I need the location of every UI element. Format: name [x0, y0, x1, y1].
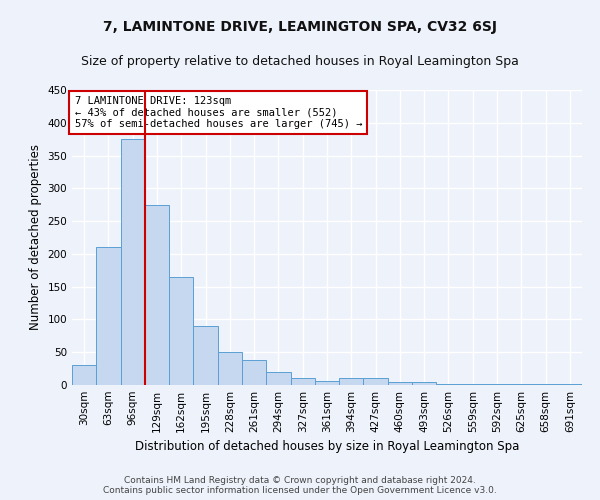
Bar — [121, 139, 145, 385]
Text: Size of property relative to detached houses in Royal Leamington Spa: Size of property relative to detached ho… — [81, 55, 519, 68]
Bar — [533, 384, 558, 385]
Bar — [388, 382, 412, 385]
Bar — [339, 378, 364, 385]
Text: Contains HM Land Registry data © Crown copyright and database right 2024.
Contai: Contains HM Land Registry data © Crown c… — [103, 476, 497, 495]
Y-axis label: Number of detached properties: Number of detached properties — [29, 144, 42, 330]
Bar — [412, 382, 436, 385]
Bar — [266, 372, 290, 385]
Bar — [461, 384, 485, 385]
Bar — [315, 381, 339, 385]
Bar — [509, 384, 533, 385]
X-axis label: Distribution of detached houses by size in Royal Leamington Spa: Distribution of detached houses by size … — [135, 440, 519, 454]
Text: 7, LAMINTONE DRIVE, LEAMINGTON SPA, CV32 6SJ: 7, LAMINTONE DRIVE, LEAMINGTON SPA, CV32… — [103, 20, 497, 34]
Bar — [96, 248, 121, 385]
Text: 7 LAMINTONE DRIVE: 123sqm
← 43% of detached houses are smaller (552)
57% of semi: 7 LAMINTONE DRIVE: 123sqm ← 43% of detac… — [74, 96, 362, 129]
Bar — [364, 378, 388, 385]
Bar — [169, 277, 193, 385]
Bar — [558, 384, 582, 385]
Bar — [145, 204, 169, 385]
Bar — [193, 326, 218, 385]
Bar — [436, 384, 461, 385]
Bar — [485, 384, 509, 385]
Bar — [218, 352, 242, 385]
Bar — [242, 360, 266, 385]
Bar — [290, 378, 315, 385]
Bar — [72, 366, 96, 385]
